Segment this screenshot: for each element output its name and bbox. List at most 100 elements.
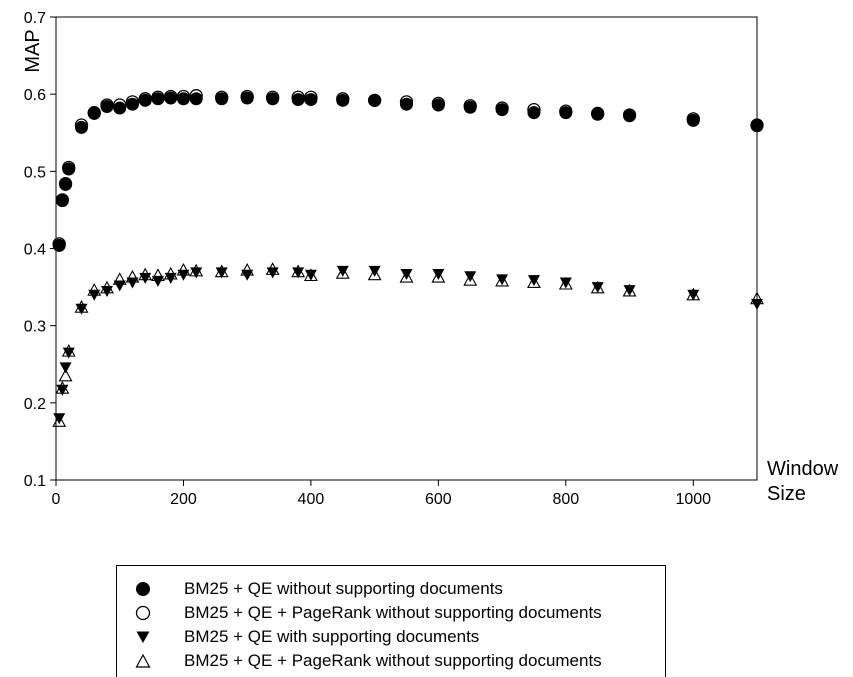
data-point bbox=[335, 266, 350, 279]
legend-label: BM25 + QE with supporting documents bbox=[184, 627, 480, 646]
data-point bbox=[113, 101, 127, 115]
data-point bbox=[527, 106, 541, 120]
data-point bbox=[368, 93, 382, 107]
data-point bbox=[336, 265, 349, 277]
data-point bbox=[400, 97, 413, 111]
data-point bbox=[55, 194, 69, 208]
data-point bbox=[559, 277, 572, 289]
data-point bbox=[59, 177, 73, 191]
x-tick-label: 600 bbox=[425, 491, 452, 508]
data-point bbox=[151, 92, 165, 106]
data-point bbox=[623, 285, 636, 297]
x-tick-label: 800 bbox=[552, 491, 579, 508]
data-point bbox=[292, 267, 305, 279]
data-point bbox=[686, 113, 700, 127]
data-point bbox=[304, 93, 318, 107]
data-point bbox=[431, 269, 446, 283]
open-circle-icon bbox=[135, 605, 151, 621]
data-point bbox=[100, 285, 113, 297]
legend-label: BM25 + QE + PageRank without supporting … bbox=[184, 603, 602, 622]
y-tick-label: 0.7 bbox=[24, 10, 46, 27]
data-point bbox=[189, 92, 203, 106]
data-point bbox=[241, 269, 254, 281]
x-axis-label-line1: Window bbox=[767, 458, 839, 480]
data-point bbox=[88, 289, 101, 301]
data-point bbox=[190, 267, 203, 279]
plot-frame bbox=[55, 16, 758, 481]
data-point bbox=[52, 238, 66, 252]
x-tick-label: 400 bbox=[298, 491, 325, 508]
data-point bbox=[558, 276, 573, 290]
legend-item: BM25 + QE + PageRank without supporting … bbox=[117, 650, 665, 672]
legend-item: BM25 + QE without supporting documents bbox=[117, 578, 665, 600]
data-point bbox=[87, 106, 101, 120]
data-point bbox=[432, 268, 445, 280]
data-point bbox=[215, 267, 228, 279]
data-point bbox=[623, 109, 637, 123]
data-point bbox=[240, 91, 254, 105]
y-tick-label: 0.2 bbox=[24, 396, 46, 413]
filled-circle-icon bbox=[136, 582, 150, 596]
y-tick-label: 0.4 bbox=[24, 242, 46, 259]
data-point bbox=[527, 275, 540, 287]
data-points bbox=[52, 89, 764, 427]
data-point bbox=[399, 269, 414, 283]
legend-label: BM25 + QE + PageRank without supporting … bbox=[184, 651, 602, 670]
data-point bbox=[750, 119, 764, 133]
y-tick-label: 0.1 bbox=[24, 473, 46, 490]
data-point bbox=[431, 98, 445, 112]
data-point bbox=[751, 299, 763, 311]
data-point bbox=[266, 92, 280, 106]
data-point bbox=[266, 267, 279, 279]
data-point bbox=[368, 265, 381, 277]
y-axis-label: MAP bbox=[22, 29, 44, 72]
data-point bbox=[74, 120, 88, 134]
data-point bbox=[495, 273, 510, 287]
data-point bbox=[496, 274, 509, 286]
data-point bbox=[56, 384, 69, 396]
y-tick-label: 0.3 bbox=[24, 319, 46, 336]
data-point bbox=[139, 272, 152, 284]
data-point bbox=[58, 368, 73, 382]
data-point bbox=[125, 97, 139, 111]
data-point bbox=[113, 280, 126, 292]
legend-item: BM25 + QE with supporting documents bbox=[117, 626, 665, 648]
data-point bbox=[591, 107, 605, 121]
data-point bbox=[464, 271, 477, 283]
data-point bbox=[367, 267, 382, 281]
data-point bbox=[138, 93, 152, 107]
data-point bbox=[59, 362, 72, 374]
legend-label: BM25 + QE without supporting documents bbox=[184, 579, 503, 598]
filled-triangle-down-icon bbox=[136, 631, 150, 643]
y-tick-label: 0.5 bbox=[24, 164, 46, 181]
data-point bbox=[591, 282, 604, 294]
y-tick-label: 0.6 bbox=[24, 87, 46, 104]
data-point bbox=[164, 91, 178, 105]
data-point bbox=[215, 92, 229, 106]
data-point bbox=[177, 269, 190, 281]
data-point bbox=[400, 268, 413, 280]
data-point bbox=[176, 92, 190, 106]
data-point bbox=[62, 347, 75, 359]
data-point bbox=[62, 162, 76, 176]
data-point bbox=[687, 289, 700, 301]
data-point bbox=[463, 272, 478, 286]
data-point bbox=[75, 303, 88, 315]
legend: BM25 + QE without supporting documents B… bbox=[116, 565, 666, 677]
x-tick-label: 1000 bbox=[675, 491, 711, 508]
data-point bbox=[53, 413, 66, 425]
data-point bbox=[100, 100, 114, 114]
x-tick-label: 0 bbox=[52, 491, 61, 508]
data-point bbox=[164, 272, 177, 284]
data-point bbox=[495, 103, 509, 117]
data-point bbox=[463, 100, 477, 114]
x-axis-label-line2: Size bbox=[767, 483, 806, 505]
data-point bbox=[151, 275, 164, 287]
legend-item: BM25 + QE + PageRank without supporting … bbox=[117, 602, 665, 624]
data-point bbox=[527, 275, 541, 289]
data-point bbox=[336, 93, 350, 107]
data-point bbox=[304, 269, 317, 281]
x-axis: 0 200 400 600 800 1000 bbox=[52, 480, 711, 508]
data-point bbox=[291, 93, 305, 107]
